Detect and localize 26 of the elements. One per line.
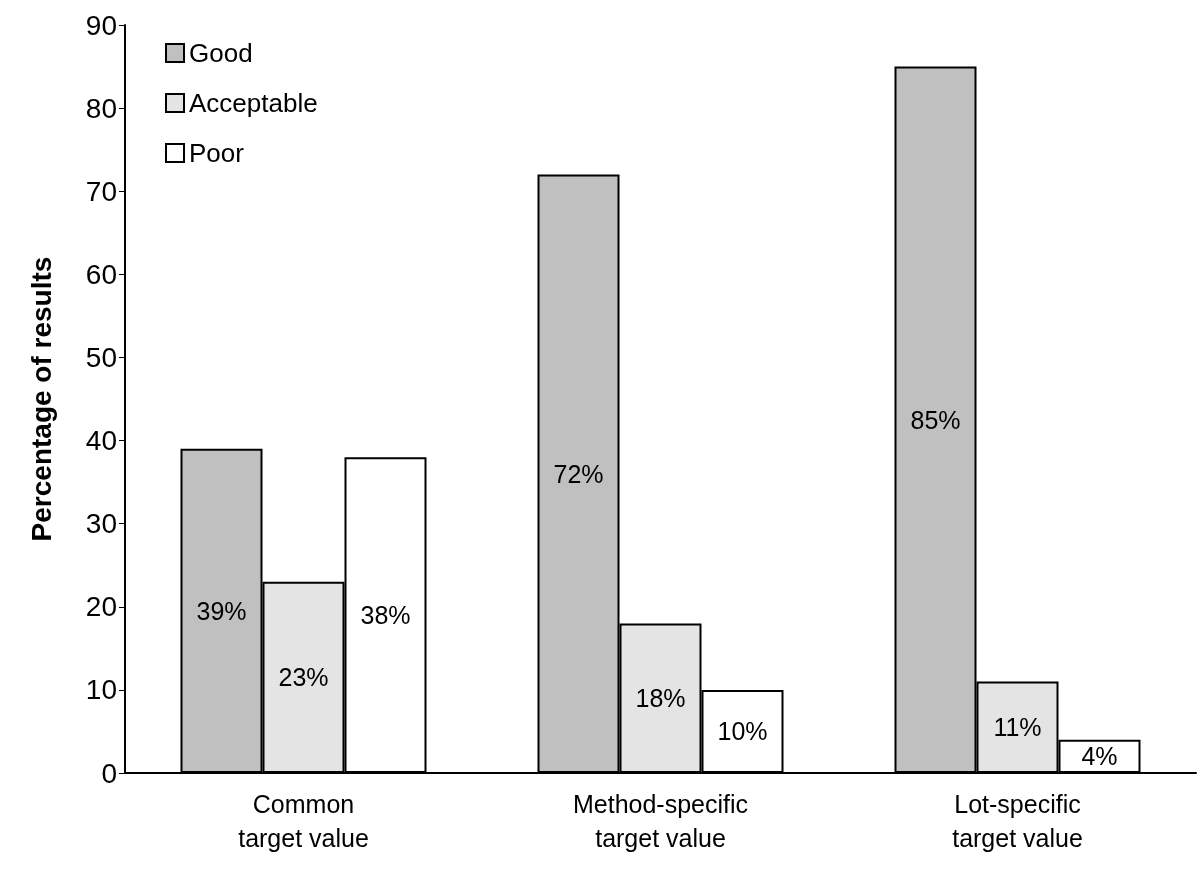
y-tick-label: 40 <box>85 425 117 457</box>
y-tick-label: 30 <box>85 508 117 540</box>
y-tick-label: 50 <box>85 341 117 373</box>
data-label: 10% <box>717 717 768 746</box>
x-tick-label: Lot-specific target value <box>952 790 1083 852</box>
data-label: 72% <box>553 459 604 488</box>
y-tick-label: 70 <box>85 175 117 207</box>
x-tick-label: Common target value <box>238 790 369 852</box>
data-label: 85% <box>910 405 961 434</box>
legend-label: Poor <box>189 138 245 168</box>
data-label: 38% <box>360 601 411 630</box>
data-label: 39% <box>196 596 247 625</box>
legend-label: Good <box>189 38 253 68</box>
y-axis-title: Percentage of results <box>25 256 57 542</box>
data-label: 11% <box>993 713 1042 742</box>
data-label: 18% <box>635 684 686 713</box>
y-tick-label: 90 <box>85 9 117 41</box>
data-label: 4% <box>1081 742 1118 771</box>
x-tick-label: Method-specific target value <box>572 790 749 852</box>
y-tick-label: 0 <box>101 757 117 789</box>
y-tick-label: 60 <box>85 258 117 290</box>
data-label: 23% <box>278 663 329 692</box>
y-tick-label: 20 <box>85 591 117 623</box>
y-tick-label: 80 <box>85 92 117 124</box>
legend-label: Acceptable <box>189 88 318 118</box>
y-tick-label: 10 <box>85 674 117 706</box>
